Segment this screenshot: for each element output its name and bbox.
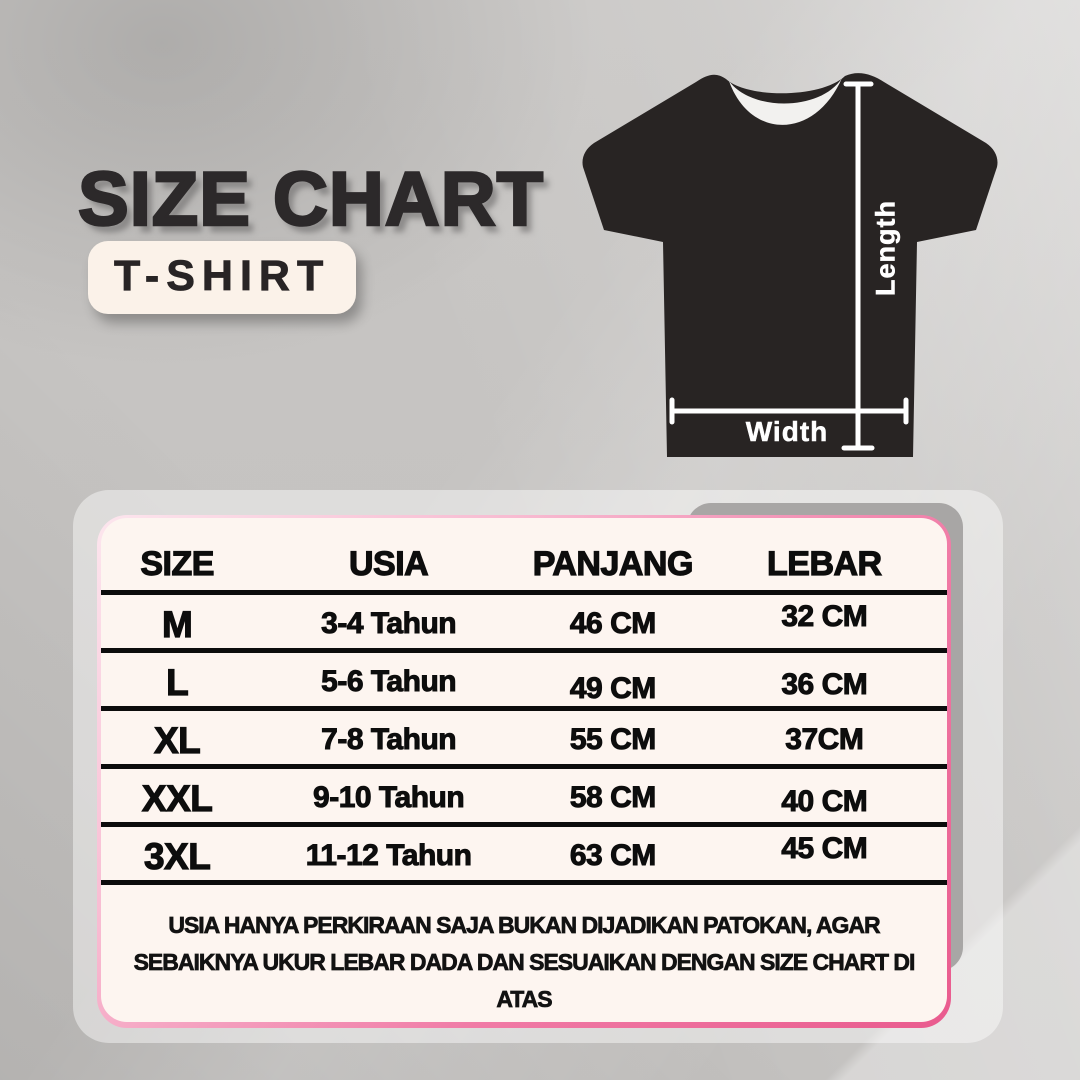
page-title: SIZE CHART [77, 156, 545, 244]
width-label: Width [745, 416, 829, 448]
table-row: XL 7-8 Tahun 55 CM 37CM [101, 711, 947, 769]
cell-usia: 9-10 Tahun [313, 781, 466, 814]
col-header-size: SIZE [140, 545, 215, 583]
table-note: USIA HANYA PERKIRAAN SAJA BUKAN DIJADIKA… [133, 912, 916, 1012]
table-divider [101, 822, 947, 827]
table-divider [101, 764, 947, 769]
table-row: XXL 9-10 Tahun 58 CM 40 CM [101, 769, 947, 827]
cell-panjang: 46 CM [569, 607, 656, 640]
cell-lebar: 37CM [785, 723, 865, 756]
product-badge: T-SHIRT [88, 241, 357, 314]
cell-usia: 3-4 Tahun [321, 607, 457, 640]
product-badge-label: T-SHIRT [114, 252, 331, 301]
cell-lebar: 45 CM [781, 832, 868, 865]
collar-cutout [729, 78, 842, 125]
cell-size: 3XL [143, 835, 211, 877]
table-row: M 3-4 Tahun 46 CM 32 CM [101, 595, 947, 653]
cell-usia: 5-6 Tahun [321, 665, 457, 698]
tshirt-diagram [560, 60, 1020, 470]
cell-panjang: 63 CM [569, 839, 656, 872]
size-table-card: SIZE USIA PANJANG LEBAR M 3-4 Tahun 46 C… [101, 518, 947, 1022]
cell-panjang: 55 CM [569, 723, 656, 756]
cell-usia: 11-12 Tahun [305, 839, 472, 872]
table-divider [101, 706, 947, 711]
table-divider [101, 648, 947, 653]
width-line [669, 397, 909, 425]
col-header-lebar: LEBAR [766, 545, 882, 583]
cell-size: M [161, 603, 193, 645]
size-table-card-border: SIZE USIA PANJANG LEBAR M 3-4 Tahun 46 C… [97, 515, 951, 1028]
tshirt-silhouette [582, 73, 998, 457]
cell-lebar: 36 CM [781, 668, 868, 701]
cell-usia: 7-8 Tahun [321, 723, 457, 756]
table-divider [101, 590, 947, 595]
length-line [841, 81, 875, 451]
col-header-panjang: PANJANG [532, 545, 694, 583]
table-row: 3XL 11-12 Tahun 63 CM 45 CM [101, 827, 947, 885]
cell-panjang: 58 CM [569, 781, 656, 814]
table-header: SIZE USIA PANJANG LEBAR [101, 518, 947, 590]
tshirt-illustration [582, 73, 998, 457]
table-divider [101, 880, 947, 885]
cell-lebar: 32 CM [781, 600, 868, 633]
cell-lebar: 40 CM [781, 785, 868, 818]
cell-panjang: 49 CM [569, 672, 656, 705]
length-label: Length [870, 200, 901, 296]
table-row: L 5-6 Tahun 49 CM 36 CM [101, 653, 947, 711]
cell-size: XXL [141, 777, 213, 819]
cell-size: XL [153, 719, 201, 761]
col-header-usia: USIA [348, 545, 429, 583]
cell-size: L [165, 661, 189, 703]
